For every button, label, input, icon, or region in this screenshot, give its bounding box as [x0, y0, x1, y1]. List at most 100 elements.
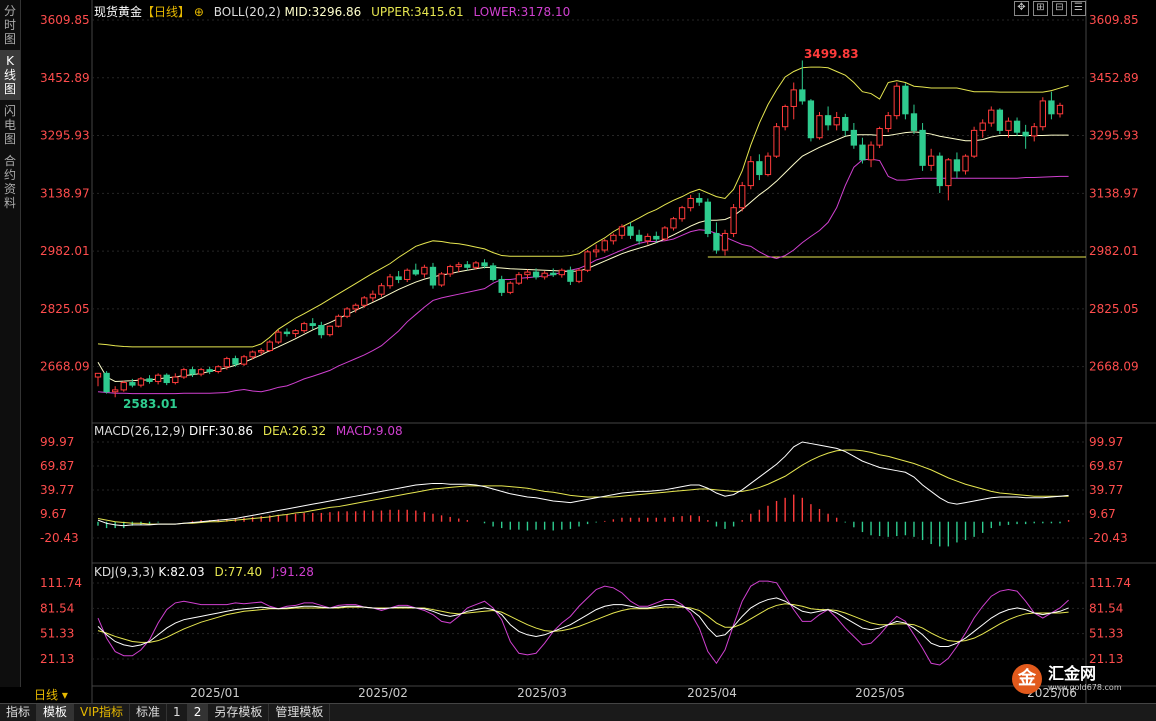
candle-body	[610, 234, 617, 242]
candle-body	[1039, 100, 1046, 128]
tab-contract-label: 合约资料	[3, 154, 16, 210]
candle-body	[343, 308, 351, 317]
main-left-axis-label: 3609.85	[40, 13, 90, 27]
x-axis-label: 2025/05	[855, 686, 905, 700]
high-annotation: 3499.83	[804, 47, 859, 61]
candle-body	[575, 269, 583, 282]
tab-timeshare[interactable]: 分时图	[0, 0, 20, 50]
tab-flash-label: 闪电图	[3, 104, 16, 146]
candle-body	[395, 276, 402, 280]
period-tag[interactable]: 【日线】	[142, 5, 191, 19]
main-indicator-header: 现货黄金【日线】 ⊕ BOLL(20,2) MID:3296.86 UPPER:…	[94, 3, 570, 20]
candle-body	[979, 122, 986, 131]
macd-left-axis-label: -20.43	[40, 531, 79, 545]
candle-body	[481, 262, 488, 267]
candle-body	[953, 159, 961, 172]
kdj-left-axis-label: 111.74	[40, 576, 82, 590]
candle-body	[893, 85, 900, 117]
kdj-axis-label: 81.54	[1089, 601, 1123, 615]
kdj-axis-label: 111.74	[1089, 576, 1131, 590]
candle-body	[799, 89, 806, 102]
settings-icon[interactable]: ☰	[1071, 1, 1086, 16]
tab-contract-info[interactable]: 合约资料	[0, 150, 20, 214]
candle-body	[412, 269, 419, 275]
candle-body	[163, 374, 170, 384]
zoom-in-icon[interactable]: ⊞	[1033, 1, 1048, 16]
candle-body	[635, 234, 643, 242]
kdj-left-axis-label: 21.13	[40, 652, 74, 666]
tab-indicators[interactable]: 指标	[0, 704, 38, 721]
main-axis-label: 3452.89	[1089, 71, 1139, 85]
candle-body	[721, 232, 729, 251]
candle-body	[558, 269, 565, 276]
candle-body	[137, 378, 145, 386]
main-axis-label: 2982.01	[1089, 244, 1139, 258]
candle-body	[232, 358, 239, 365]
candle-body	[112, 389, 119, 393]
candle-body	[352, 304, 359, 310]
candle-body	[541, 272, 548, 278]
candle-body	[309, 323, 316, 326]
kdj-d-line	[97, 603, 1069, 643]
tab-layout-1[interactable]: 1	[167, 704, 188, 721]
tab-flash[interactable]: 闪电图	[0, 100, 20, 150]
tab-layout-2[interactable]: 2	[187, 704, 209, 721]
main-axis-label: 2825.05	[1089, 302, 1139, 316]
candle-body	[524, 271, 531, 276]
candle-body	[661, 227, 669, 240]
kdj-name[interactable]: KDJ(9,3,3)	[94, 565, 155, 579]
candle-body	[567, 269, 574, 282]
candle-body	[996, 109, 1004, 131]
crosshair-icon[interactable]: ✥	[1014, 1, 1029, 16]
candle-body	[283, 331, 291, 335]
candle-body	[275, 331, 282, 343]
tab-save-template[interactable]: 另存模板	[208, 704, 270, 721]
kdj-d: D:77.40	[214, 565, 263, 579]
candle-body	[790, 89, 797, 107]
tab-templates[interactable]: 模板	[37, 704, 75, 721]
candle-body	[807, 100, 815, 139]
period-selector[interactable]: 日线 ▾	[22, 687, 104, 703]
candle-body	[386, 276, 394, 287]
tab-standard[interactable]: 标准	[130, 704, 168, 721]
macd-axis-label: 69.87	[1089, 459, 1123, 473]
candle-body	[292, 330, 299, 335]
candle-body	[593, 249, 600, 253]
candle-body	[404, 269, 411, 280]
candle-body	[429, 266, 437, 286]
main-left-axis-label: 3138.97	[40, 186, 90, 200]
add-icon[interactable]: ⊕	[193, 5, 204, 19]
candle-body	[988, 109, 995, 124]
candle-body	[670, 218, 677, 229]
candle-body	[859, 144, 866, 161]
candle-body	[756, 161, 763, 176]
candle-body	[1031, 126, 1038, 137]
candle-body	[498, 278, 505, 293]
candle-body	[550, 272, 557, 276]
candle-body	[472, 262, 480, 268]
candle-body	[1013, 120, 1021, 133]
macd-diff-line	[97, 441, 1069, 527]
macd-name[interactable]: MACD(26,12,9)	[94, 424, 186, 438]
tab-vip-indicators[interactable]: VIP指标	[74, 704, 131, 721]
main-left-axis-label: 2982.01	[40, 244, 90, 258]
candle-body	[240, 356, 248, 365]
candle-body	[489, 265, 497, 280]
candle-body	[842, 116, 849, 131]
zoom-out-icon[interactable]: ⊟	[1052, 1, 1067, 16]
tab-manage-templates[interactable]: 管理模板	[269, 704, 331, 721]
boll-name[interactable]: BOLL(20,2)	[213, 5, 281, 19]
boll-mid-line	[97, 131, 1069, 382]
macd-axis-label: 99.97	[1089, 435, 1123, 449]
main-axis-label: 3609.85	[1089, 13, 1139, 27]
logo-url: www.gold678.com	[1048, 683, 1122, 692]
kdj-j-line	[97, 580, 1069, 666]
period-label: 日线	[34, 688, 59, 702]
candle-body	[773, 126, 780, 157]
candle-body	[627, 226, 634, 236]
bottom-toolbar: 指标 模板 VIP指标 标准 1 2 另存模板 管理模板	[0, 703, 1156, 721]
tab-timeshare-label: 分时图	[3, 4, 16, 46]
candle-body	[730, 207, 737, 234]
candle-body	[446, 266, 454, 275]
